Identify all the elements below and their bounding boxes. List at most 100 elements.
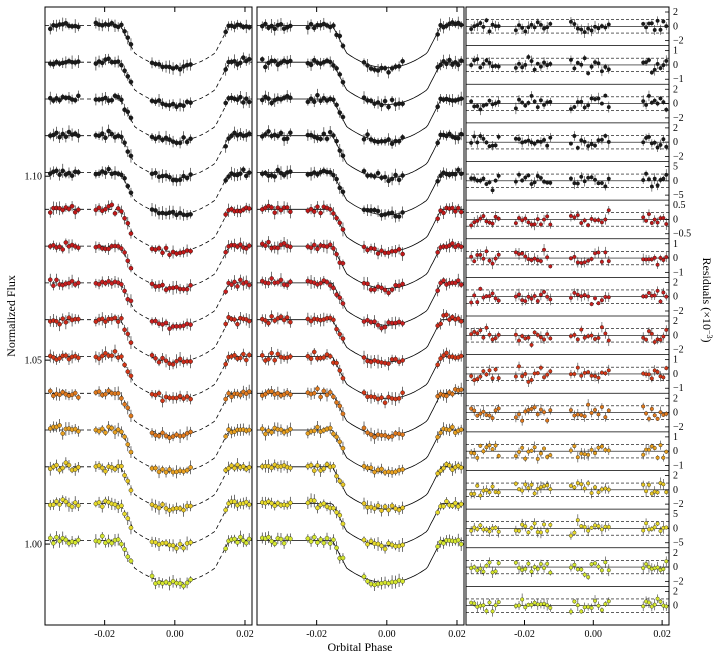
data-point-5-0 <box>47 210 53 215</box>
data-point-1-33 <box>188 100 193 105</box>
res-y-tick-label-11-1: 0 <box>673 446 678 457</box>
data-point-5-8 <box>284 205 290 210</box>
res-point-3-27 <box>586 144 591 148</box>
res-point-2-39 <box>655 101 660 106</box>
res-point-11-34 <box>641 452 646 457</box>
res-point-3-24 <box>575 145 580 150</box>
data-point-13-39 <box>450 503 455 509</box>
data-point-1-9 <box>288 58 293 64</box>
res-point-7-30 <box>596 301 601 306</box>
data-point-9-15 <box>109 353 115 358</box>
res-point-5-7 <box>490 221 495 226</box>
res-point-7-10 <box>513 294 518 299</box>
res-point-3-5 <box>484 140 489 145</box>
res-point-0-40 <box>658 27 663 32</box>
data-point-1-29 <box>386 104 391 110</box>
res-point-4-25 <box>579 174 584 179</box>
y-tick-label-2: 1.10 <box>25 172 43 183</box>
data-point-12-2 <box>54 462 59 468</box>
res-point-14-15 <box>529 569 534 574</box>
res-point-1-41 <box>661 63 666 68</box>
data-point-9-15 <box>321 355 327 360</box>
data-point-13-33 <box>188 540 193 545</box>
data-point-10-20 <box>125 405 131 411</box>
res-point-14-9 <box>496 561 501 566</box>
res-point-6-41 <box>661 257 666 262</box>
data-point-2-11 <box>308 96 314 102</box>
data-point-14-17 <box>115 537 121 542</box>
res-point-7-35 <box>644 294 649 299</box>
data-point-2-32 <box>184 139 190 145</box>
model-curve-5 <box>257 208 464 252</box>
res-point-3-30 <box>596 138 601 143</box>
data-point-9-0 <box>259 353 265 358</box>
res-point-8-27 <box>586 334 591 339</box>
res-point-13-30 <box>596 524 601 529</box>
res-point-9-29 <box>593 374 598 379</box>
data-point-2-34 <box>435 104 440 110</box>
res-point-9-20 <box>545 372 550 377</box>
res-point-13-25 <box>579 524 584 529</box>
data-point-12-11 <box>96 463 102 468</box>
res-y-tick-label-1-2: −1 <box>673 74 684 85</box>
res-point-10-29 <box>593 407 598 412</box>
data-point-8-11 <box>308 318 314 324</box>
panel-model-frame <box>256 6 465 626</box>
res-y-tick-label-5-1: 0 <box>673 214 678 225</box>
data-point-8-33 <box>188 359 193 364</box>
data-point-8-2 <box>266 320 271 326</box>
data-point-12-22 <box>361 501 367 506</box>
res-point-1-18 <box>538 64 543 69</box>
data-point-14-28 <box>170 579 176 584</box>
data-point-1-31 <box>181 103 186 109</box>
data-point-0-19 <box>122 29 127 34</box>
data-point-3-36 <box>229 133 234 139</box>
res-point-10-27 <box>586 402 591 407</box>
res-point-15-13 <box>523 605 528 610</box>
data-point-14-21 <box>128 558 134 564</box>
res-y-tick-label-10-2: −2 <box>673 422 684 433</box>
data-point-4-7 <box>69 173 75 178</box>
res-point-13-20 <box>545 528 550 533</box>
res-point-14-16 <box>532 565 537 570</box>
res-point-10-8 <box>493 408 498 413</box>
data-point-8-29 <box>386 361 391 366</box>
res-point-8-11 <box>517 338 521 343</box>
data-point-7-26 <box>375 322 381 328</box>
data-point-5-11 <box>96 205 102 211</box>
res-point-13-16 <box>532 521 537 526</box>
data-point-5-3 <box>269 205 274 210</box>
res-point-9-2 <box>475 377 480 382</box>
data-point-9-9 <box>76 355 81 361</box>
data-point-4-9 <box>76 169 81 175</box>
res-point-5-23 <box>572 215 577 220</box>
data-point-10-22 <box>361 425 367 431</box>
data-point-6-42 <box>458 244 464 250</box>
res-point-2-33 <box>606 105 611 110</box>
res-point-6-31 <box>599 259 604 264</box>
res-point-2-36 <box>646 93 651 98</box>
res-point-11-36 <box>646 447 651 452</box>
data-point-2-14 <box>318 98 323 104</box>
res-point-6-8 <box>493 256 498 261</box>
res-point-0-31 <box>599 24 604 29</box>
res-point-10-23 <box>572 413 577 418</box>
data-point-8-30 <box>177 356 183 362</box>
res-point-9-26 <box>582 370 587 375</box>
res-point-2-30 <box>596 96 601 101</box>
data-point-2-3 <box>269 100 274 106</box>
res-point-1-25 <box>579 62 584 67</box>
res-point-12-22 <box>568 483 573 488</box>
res-point-13-5 <box>484 527 489 532</box>
res-point-14-1 <box>472 565 477 570</box>
res-point-5-12 <box>520 218 525 223</box>
data-point-9-35 <box>438 356 443 361</box>
data-point-2-39 <box>238 94 243 100</box>
res-point-9-13 <box>523 371 528 376</box>
data-point-14-8 <box>72 540 78 545</box>
res-point-4-16 <box>532 180 537 185</box>
res-point-14-20 <box>545 561 550 566</box>
data-point-6-29 <box>174 284 179 290</box>
data-point-5-21 <box>340 227 346 232</box>
data-point-14-27 <box>167 581 172 586</box>
